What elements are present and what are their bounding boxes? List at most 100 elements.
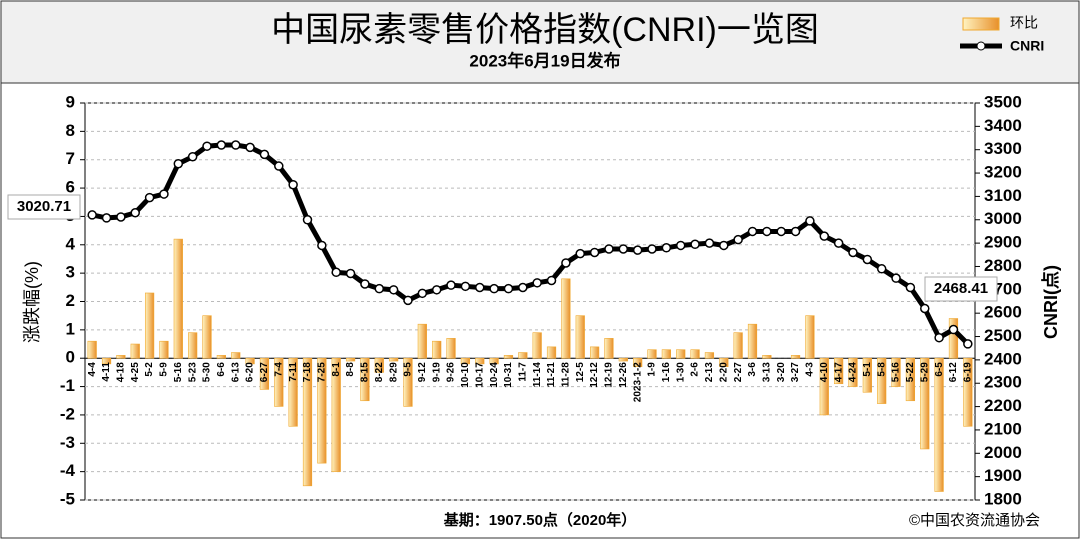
x-tick-label: 2023-1-2	[632, 362, 643, 402]
x-tick-label: 3-6	[747, 362, 758, 377]
line-point	[561, 258, 571, 268]
y2-tick-label: 2500	[984, 326, 1022, 345]
x-tick-label: 6-20	[245, 362, 256, 382]
y-tick-label: 8	[66, 121, 75, 140]
line-point	[101, 213, 112, 223]
y2-tick-label: 1900	[984, 466, 1022, 485]
bar	[877, 357, 887, 404]
y2-tick-label: 2400	[984, 349, 1022, 368]
x-tick-label: 6-13	[230, 362, 241, 382]
bar	[719, 357, 729, 368]
x-tick-label: 2-13	[704, 362, 715, 382]
line-point	[675, 240, 686, 251]
legend-label: 环比	[1010, 15, 1038, 31]
bar	[905, 357, 916, 402]
line-point	[762, 226, 772, 237]
bar	[848, 357, 858, 387]
line-point	[747, 226, 758, 237]
x-tick-label: 4-11	[101, 362, 112, 382]
x-tick-label: 7-25	[316, 362, 327, 382]
line-point	[546, 275, 557, 286]
x-tick-label: 8-8	[345, 362, 356, 377]
line-point	[302, 215, 313, 225]
line-point	[245, 142, 255, 153]
x-tick-label: 2-20	[718, 362, 729, 382]
x-tick-label: 10-31	[503, 362, 514, 388]
value-label-box	[924, 276, 998, 302]
line-point	[116, 212, 126, 222]
y-tick-label: 1	[66, 319, 75, 338]
line-point	[862, 254, 873, 265]
bar	[805, 315, 815, 359]
x-tick-label: 12-19	[604, 362, 615, 388]
bar	[747, 323, 758, 359]
line-point	[618, 244, 629, 254]
bar	[317, 357, 327, 464]
bar	[245, 357, 255, 365]
y-tick-label: 7	[66, 149, 75, 168]
bar	[503, 355, 514, 359]
line-point	[317, 240, 327, 251]
footer: 基期：1907.50点（2020年）	[443, 511, 637, 529]
bar	[130, 343, 140, 359]
line-point	[503, 283, 514, 294]
line-point	[805, 216, 815, 226]
y-tick-label: 0	[66, 348, 75, 367]
subtitle: 2023年6月19日发布	[469, 50, 620, 70]
line-point	[475, 282, 485, 293]
x-tick-label: 11-21	[546, 362, 557, 387]
bar	[389, 357, 399, 362]
x-tick-label: 8-22	[374, 362, 385, 382]
bar	[604, 338, 614, 359]
line-point	[360, 279, 370, 289]
line-point	[589, 247, 600, 258]
line-point	[216, 140, 227, 150]
line-point	[446, 280, 456, 290]
x-tick-label: 9-5	[403, 362, 414, 377]
bar	[733, 332, 743, 359]
y-tick-label: 4	[66, 234, 76, 253]
y-tick-label: -3	[60, 433, 75, 452]
x-tick-label: 5-9	[159, 362, 170, 377]
line-point	[848, 247, 858, 258]
x-tick-label: 5-16	[891, 362, 902, 382]
y2-tick-label: 2800	[984, 256, 1022, 275]
y-tick-label: -4	[60, 461, 76, 480]
x-tick-label: 5-30	[202, 362, 213, 382]
x-tick-label: 6-6	[216, 362, 227, 377]
line-point	[719, 240, 729, 251]
line-point	[489, 283, 499, 294]
x-tick-label: 3-20	[776, 362, 787, 382]
line-point	[202, 141, 212, 151]
x-tick-label: 5-29	[919, 362, 930, 382]
x-tick-label: 12-5	[575, 362, 586, 382]
x-tick-label: 1-16	[661, 362, 672, 382]
line-point	[388, 285, 399, 295]
line-point	[345, 268, 356, 279]
x-tick-label: 8-1	[331, 362, 342, 377]
bar	[374, 357, 384, 373]
y-tick-label: 2	[66, 291, 75, 310]
y-tick-label: -1	[60, 376, 75, 395]
line-point	[173, 158, 184, 169]
bar	[618, 357, 628, 362]
bar	[188, 332, 198, 359]
bar	[331, 357, 341, 472]
bar	[101, 357, 112, 365]
line-point	[417, 288, 428, 299]
line-point	[963, 339, 973, 349]
x-tick-label: 12-26	[618, 362, 629, 388]
x-tick-label: 11-14	[532, 362, 543, 387]
y-tick-label: 3	[66, 263, 75, 282]
line-point	[230, 140, 241, 150]
bar	[963, 357, 973, 427]
header	[0, 0, 1080, 84]
bar	[173, 238, 183, 359]
y-tick-label: 9	[66, 92, 75, 111]
bar	[345, 357, 356, 362]
line-point	[704, 238, 715, 248]
x-tick-label: 7-11	[288, 362, 299, 382]
line-point	[905, 282, 916, 293]
y2-tick-label: 3300	[984, 139, 1022, 158]
